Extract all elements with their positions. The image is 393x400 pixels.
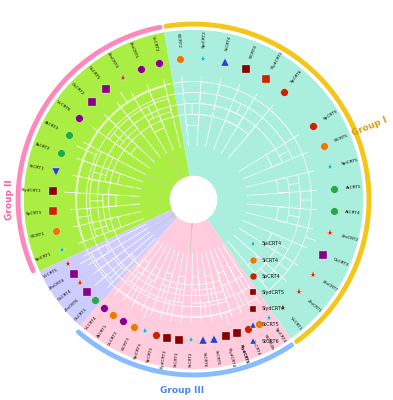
Text: VvCRT3: VvCRT3	[107, 330, 119, 347]
Text: OsCRT3: OsCRT3	[333, 258, 350, 268]
Text: VvCRT4: VvCRT4	[84, 316, 98, 331]
Text: SlCRT4: SlCRT4	[262, 258, 279, 262]
Text: StCRT5: StCRT5	[262, 322, 279, 327]
Text: VvCRT5: VvCRT5	[42, 268, 59, 279]
Wedge shape	[40, 200, 193, 326]
Text: OsCRT2: OsCRT2	[70, 82, 84, 96]
Text: SlCRT2: SlCRT2	[176, 33, 181, 48]
Text: StCRT1: StCRT1	[29, 164, 44, 172]
Text: SpCRT1: SpCRT1	[25, 210, 42, 216]
Text: AtCRT2: AtCRT2	[35, 142, 51, 151]
Text: StCRT6: StCRT6	[262, 338, 279, 344]
Text: OsCRT5: OsCRT5	[87, 66, 101, 81]
Text: SpiCRT1: SpiCRT1	[34, 252, 52, 262]
Text: VvCRT6: VvCRT6	[55, 100, 71, 112]
Text: StCRT3: StCRT3	[174, 351, 180, 367]
Text: AtCRT1: AtCRT1	[96, 324, 108, 338]
Text: OsCRT1: OsCRT1	[74, 307, 88, 322]
Text: SpiCRT3: SpiCRT3	[132, 342, 142, 360]
Text: SlCRT3: SlCRT3	[121, 336, 130, 352]
Text: VvCRT1: VvCRT1	[289, 316, 303, 331]
Text: SlydCRT5: SlydCRT5	[239, 344, 249, 364]
Text: ZmCRT1: ZmCRT1	[307, 298, 323, 314]
Text: AtCRT5: AtCRT5	[345, 185, 361, 190]
Text: SpiCRT2: SpiCRT2	[201, 30, 206, 48]
Text: SlydCRT4: SlydCRT4	[262, 306, 285, 311]
Text: SpCRT4: SpCRT4	[262, 274, 281, 279]
Text: SpCRT5: SpCRT5	[322, 109, 338, 121]
Text: StCRT6: StCRT6	[201, 351, 206, 367]
Text: StCRT2: StCRT2	[188, 352, 193, 367]
Text: SlydCRT1: SlydCRT1	[21, 188, 42, 193]
Wedge shape	[24, 32, 193, 271]
Text: StCRT5: StCRT5	[214, 350, 220, 366]
Text: ZmCRT3: ZmCRT3	[106, 51, 119, 69]
Text: ZmCRT4: ZmCRT4	[48, 278, 65, 291]
Text: SpiCRT4: SpiCRT4	[262, 241, 282, 246]
Text: ZmCRT5: ZmCRT5	[127, 41, 138, 59]
Text: SlydCRT2: SlydCRT2	[270, 50, 284, 70]
Text: ZmCRT6: ZmCRT6	[64, 298, 80, 313]
Text: SpCRT4: SpCRT4	[251, 339, 261, 356]
Text: SlCRT5: SlCRT5	[334, 134, 349, 143]
Text: SlydCRT3: SlydCRT3	[160, 349, 167, 370]
Polygon shape	[171, 176, 217, 223]
Text: SlydCRT5: SlydCRT5	[262, 290, 285, 295]
Text: SlydCRT4: SlydCRT4	[227, 347, 235, 368]
Text: OsCRT4: OsCRT4	[57, 288, 72, 302]
Text: StCRT4: StCRT4	[225, 36, 233, 52]
Text: Group I: Group I	[351, 115, 389, 138]
Text: SlydCRT5: SlydCRT5	[239, 344, 249, 364]
Text: SpiCRT4: SpiCRT4	[274, 327, 287, 344]
Wedge shape	[80, 200, 291, 369]
Text: SlCRT4: SlCRT4	[248, 44, 258, 59]
Text: ZmCRT7: ZmCRT7	[321, 279, 339, 292]
Text: ZmCRT2: ZmCRT2	[341, 234, 359, 242]
Text: SpCRT3: SpCRT3	[146, 346, 155, 363]
Text: AtCRT4: AtCRT4	[345, 210, 361, 216]
Text: SlCRT1: SlCRT1	[30, 232, 46, 239]
Text: SpCRT6: SpCRT6	[290, 69, 304, 84]
Text: AtCRT3: AtCRT3	[44, 120, 59, 131]
Text: SpiCRT5: SpiCRT5	[341, 158, 360, 166]
Text: Group II: Group II	[5, 179, 14, 220]
Text: Group III: Group III	[160, 386, 204, 394]
Wedge shape	[164, 30, 363, 338]
Text: SlCRT4b: SlCRT4b	[263, 333, 275, 351]
Text: VvCRT2: VvCRT2	[151, 35, 158, 52]
